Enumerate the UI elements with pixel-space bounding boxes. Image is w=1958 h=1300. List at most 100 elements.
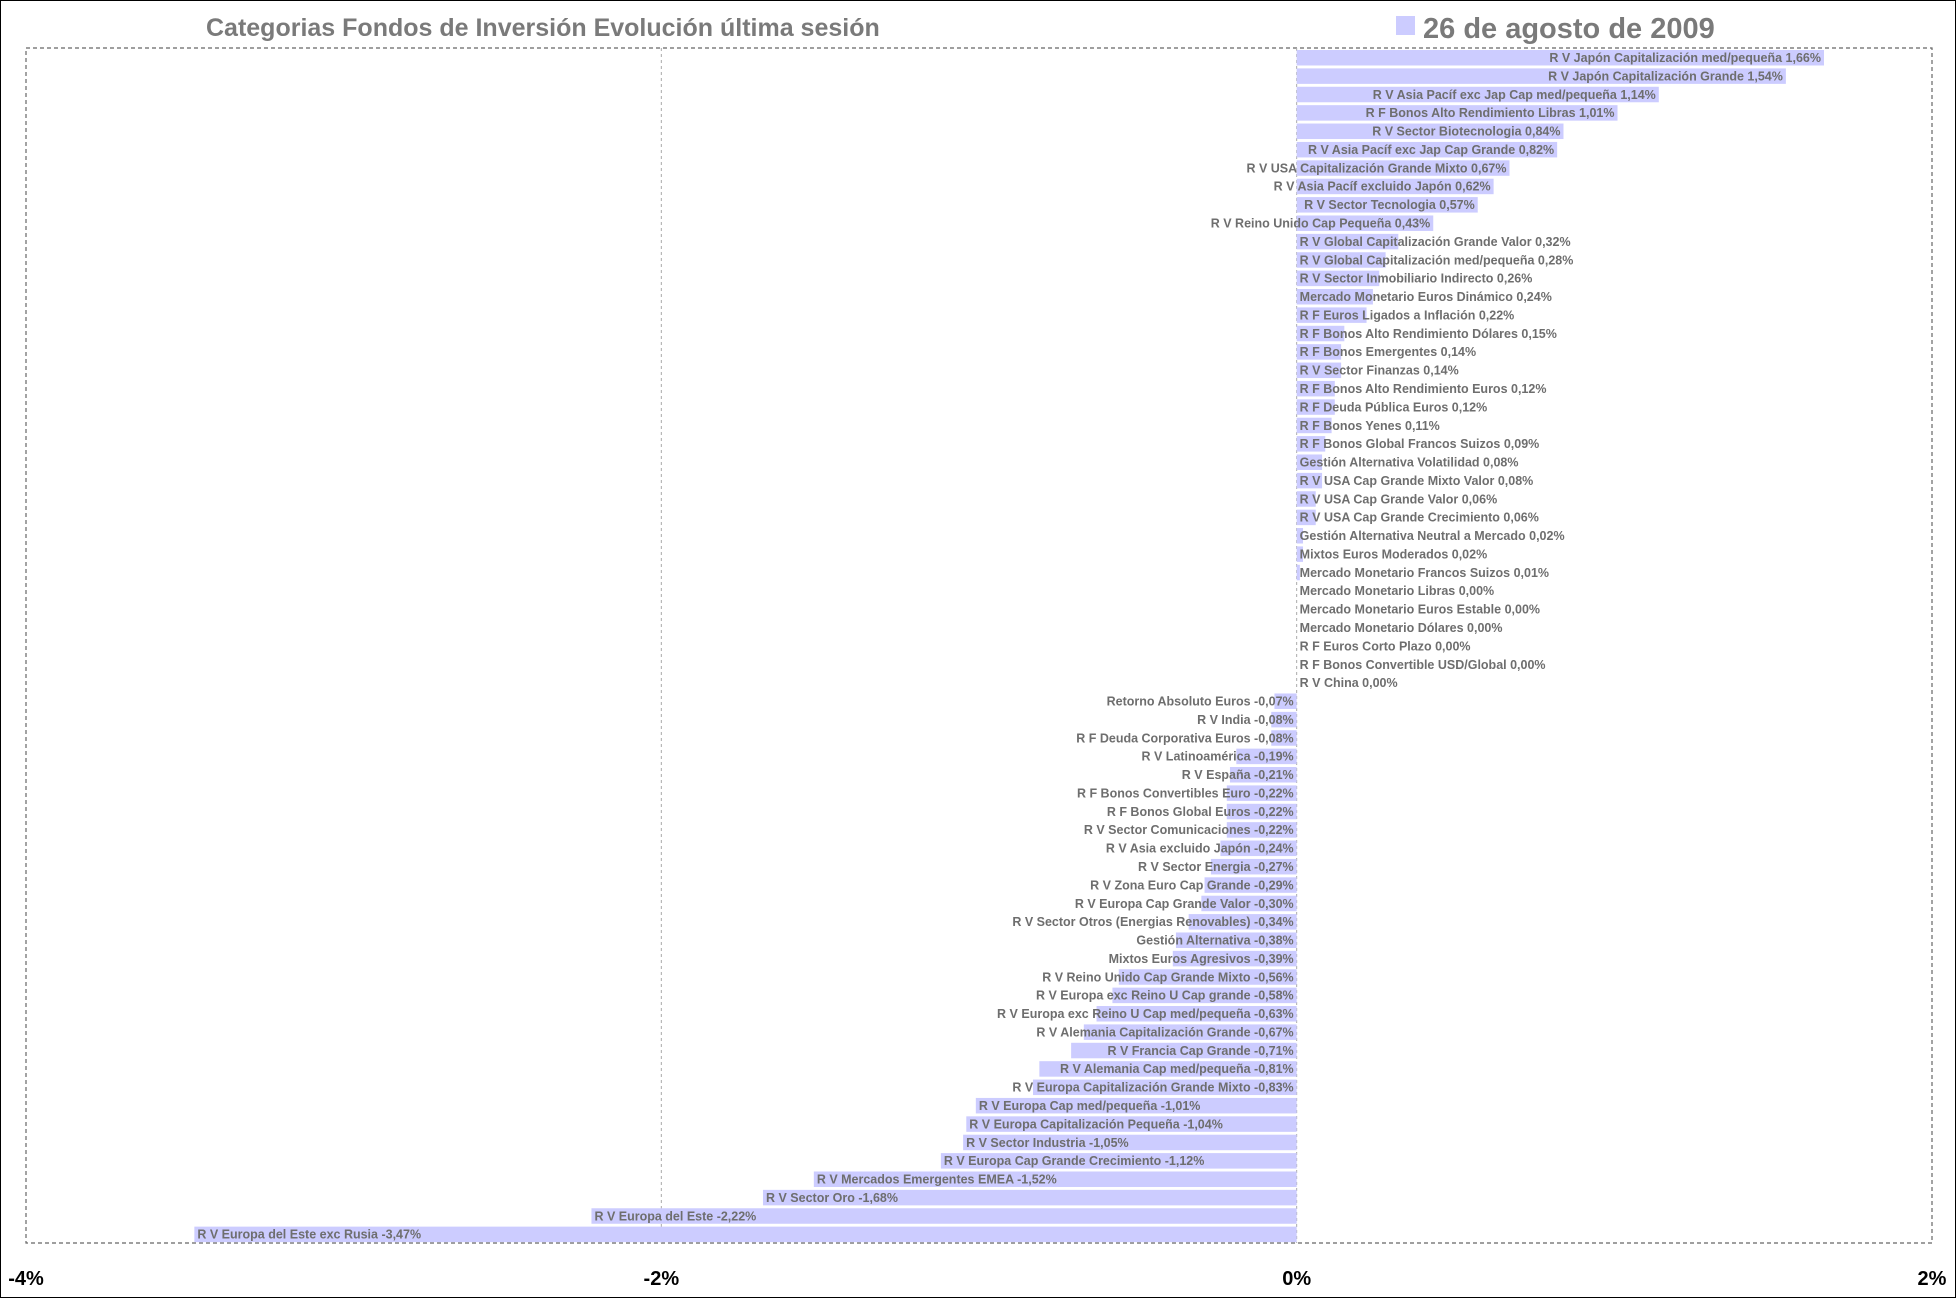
bar-label: R V Alemania Capitalización Grande -0,67… (1036, 1025, 1293, 1039)
bar-labels: R V Japón Capitalización med/pequeña 1,6… (197, 51, 1821, 1242)
bar-label: R V Europa exc Reino U Cap grande -0,58% (1036, 989, 1294, 1003)
bar-label: R V Sector Inmobiliario Indirecto 0,26% (1300, 272, 1533, 286)
bar (1296, 123, 1564, 140)
bar (940, 1153, 1297, 1169)
bar-label: R V Reino Unido Cap Grande Mixto -0,56% (1042, 970, 1293, 984)
bar-label: R F Euros Corto Plazo 0,00% (1300, 639, 1471, 653)
bar (966, 1116, 1297, 1132)
legend-swatch (1396, 16, 1415, 35)
bar-label: R V Japón Capitalización med/pequeña 1,6… (1549, 51, 1821, 65)
bar-label: R F Bonos Yenes 0,11% (1300, 419, 1440, 433)
bar-label: R V USA Cap Grande Mixto Valor 0,08% (1300, 474, 1534, 488)
bar-label: R V Reino Unido Cap Pequeña 0,43% (1211, 217, 1431, 231)
bar-label: Mixtos Euros Agresivos -0,39% (1109, 952, 1294, 966)
bar (1296, 141, 1558, 158)
bar (1296, 472, 1323, 489)
bar (1271, 730, 1297, 746)
bar-label: R V China 0,00% (1300, 676, 1398, 690)
bar (1296, 344, 1342, 360)
bar (1296, 68, 1786, 84)
x-tick-label: -2% (644, 1268, 680, 1290)
bar-label: R F Bonos Alto Rendimiento Libras 1,01% (1366, 106, 1615, 120)
bar (1296, 546, 1304, 562)
bar (1210, 858, 1297, 875)
bar-label: Gestión Alternativa -0,38% (1136, 934, 1293, 948)
grid-lines (25, 47, 1933, 1244)
bar (1296, 160, 1510, 176)
bar (1083, 1024, 1297, 1040)
bar (963, 1134, 1297, 1151)
bars (194, 50, 1824, 1243)
chart-title: Categorias Fondos de Inversión Evolución… (206, 14, 880, 42)
bar-label: Gestión Alternativa Neutral a Mercado 0,… (1300, 529, 1565, 543)
bar-label: R V Sector Biotecnologia 0,84% (1372, 125, 1560, 139)
bar (1296, 86, 1659, 103)
bar (1204, 877, 1297, 893)
x-tick-label: -4% (8, 1268, 44, 1290)
bar-label: R V Europa Capitalización Grande Mixto -… (1012, 1081, 1293, 1095)
bar (1096, 1006, 1297, 1022)
bar-label: R V Europa del Este exc Rusia -3,47% (197, 1228, 421, 1242)
bar-label: Gestión Alternativa Volatilidad 0,08% (1300, 456, 1519, 470)
x-tick-label: 2% (1918, 1268, 1947, 1290)
bar-label: R F Deuda Corporativa Euros -0,08% (1076, 731, 1293, 745)
bar-label: R V Alemania Cap med/pequeña -0,81% (1060, 1062, 1294, 1076)
bar-label: R V Mercados Emergentes EMEA -1,52% (817, 1173, 1057, 1187)
bar-label: R F Bonos Emergentes 0,14% (1300, 345, 1476, 359)
bar (1071, 1042, 1297, 1059)
bar (1296, 50, 1824, 66)
bar-label: R V Europa Cap Grande Crecimiento -1,12% (944, 1154, 1205, 1168)
bar (1112, 987, 1297, 1004)
bar-label: R V Zona Euro Cap Grande -0,29% (1090, 878, 1294, 892)
bar-label: R V USA Cap Grande Valor 0,06% (1300, 492, 1498, 506)
bar (1226, 803, 1297, 820)
bar (1220, 840, 1297, 857)
bar-label: R V India -0,08% (1197, 713, 1294, 727)
bar (1226, 785, 1297, 801)
bar (1296, 215, 1434, 231)
legend-label: 26 de agosto de 2009 (1423, 13, 1715, 45)
bar-label: R V Sector Comunicaciones -0,22% (1084, 823, 1294, 837)
bar (1296, 564, 1300, 581)
x-axis-tick-labels: -4% -2% 0% 2% (8, 1268, 1946, 1290)
bar (1296, 197, 1478, 213)
bar-label: R V USA Capitalización Grande Mixto 0,67… (1246, 161, 1506, 175)
bar-label: Mercado Monetario Euros Dinámico 0,24% (1300, 290, 1552, 304)
bar-label: R V Europa exc Reino U Cap med/pequeña -… (997, 1007, 1294, 1021)
bar (1274, 693, 1297, 709)
bar (1118, 969, 1297, 985)
bar-label: R V Francia Cap Grande -0,71% (1107, 1044, 1293, 1058)
bar (194, 1226, 1297, 1243)
bar (1296, 178, 1494, 195)
bar (1296, 509, 1316, 526)
bar-label: R F Bonos Alto Rendimiento Euros 0,12% (1300, 382, 1547, 396)
bar-label: R V Sector Energia -0,27% (1138, 860, 1294, 874)
bar-label: R V Europa Cap Grande Valor -0,30% (1075, 897, 1294, 911)
bar-label: Mixtos Euros Moderados 0,02% (1300, 547, 1488, 561)
bar-label: Mercado Monetario Dólares 0,00% (1300, 621, 1503, 635)
x-tick-label: 0% (1282, 1268, 1311, 1290)
bar-label: R F Bonos Global Francos Suizos 0,09% (1300, 437, 1540, 451)
bar (1296, 307, 1367, 323)
bar-label: R V USA Cap Grande Crecimiento 0,06% (1300, 511, 1539, 525)
bar (1271, 711, 1297, 728)
bar-label: R V Europa Capitalización Pequeña -1,04% (969, 1117, 1223, 1131)
bar (1201, 895, 1297, 912)
bar-label: R V Asia Pacíf exc Jap Cap Grande 0,82% (1308, 143, 1554, 157)
bar (1175, 932, 1297, 948)
bar-label: R V Asia Pacíf excluido Japón 0,62% (1274, 180, 1491, 194)
bar (762, 1189, 1297, 1206)
bar-label: Mercado Monetario Libras 0,00% (1300, 584, 1495, 598)
bar (1172, 950, 1297, 967)
bar-label: R V España -0,21% (1182, 768, 1294, 782)
bar-label: Mercado Monetario Francos Suizos 0,01% (1300, 566, 1549, 580)
bar (1296, 417, 1332, 434)
bar (1296, 528, 1304, 544)
bar (813, 1171, 1297, 1187)
bar (1033, 1079, 1297, 1096)
bar (1296, 252, 1386, 268)
bar-label: R F Deuda Pública Euros 0,12% (1300, 400, 1488, 414)
bar (1226, 822, 1297, 838)
